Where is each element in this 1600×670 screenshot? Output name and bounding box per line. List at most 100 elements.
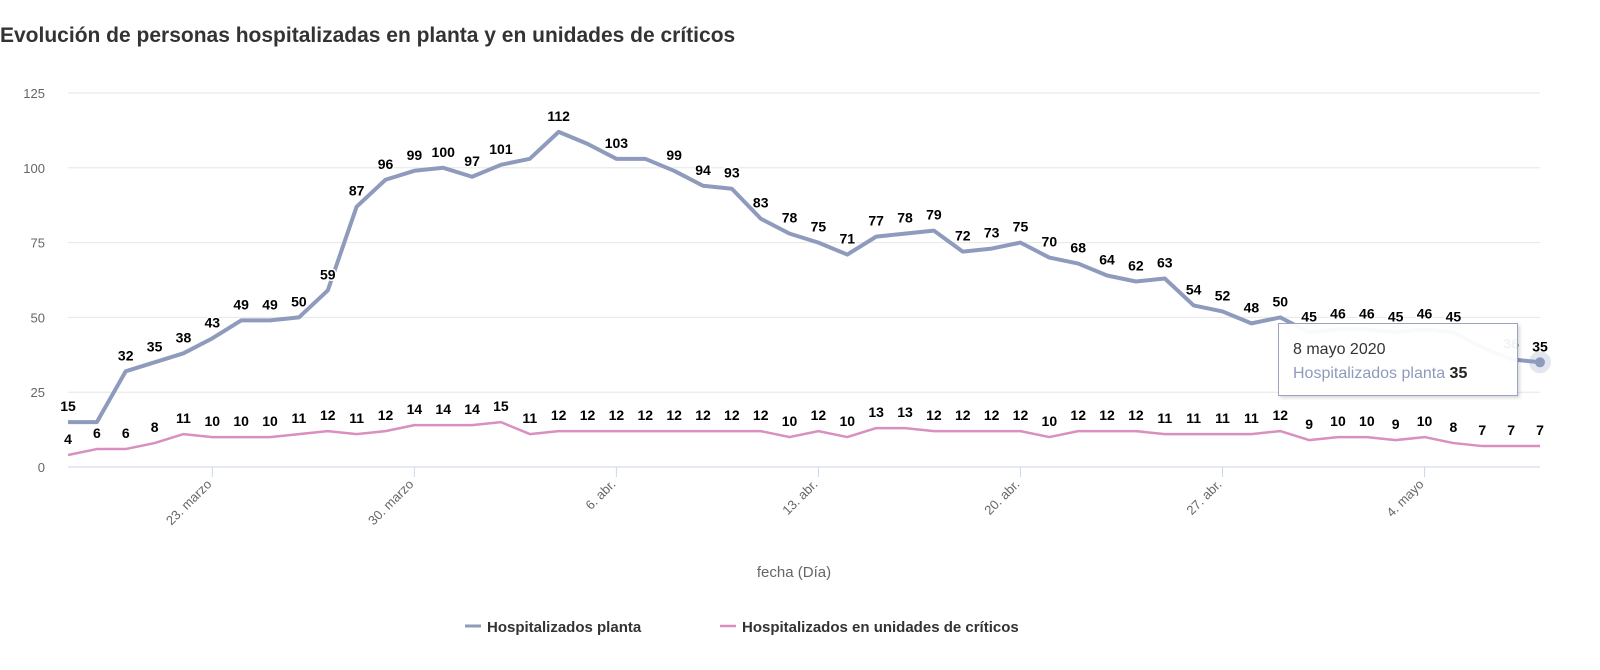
data-label: 12	[666, 407, 682, 423]
x-tick-label: 23. marzo	[163, 477, 214, 528]
y-tick-label: 0	[38, 460, 45, 475]
data-label: 12	[811, 407, 827, 423]
data-label: 14	[435, 401, 451, 417]
data-label: 12	[926, 407, 942, 423]
data-label: 11	[1215, 410, 1230, 426]
data-label: 59	[320, 266, 336, 282]
data-label: 6	[93, 425, 101, 441]
data-label: 99	[407, 147, 423, 163]
data-label: 12	[320, 407, 336, 423]
data-label: 10	[262, 413, 278, 429]
data-label: 12	[955, 407, 971, 423]
data-label: 50	[1272, 293, 1288, 309]
data-label: 75	[1013, 219, 1029, 235]
data-label: 6	[122, 425, 130, 441]
data-label: 9	[1392, 416, 1400, 432]
data-label: 46	[1417, 305, 1433, 321]
data-label: 35	[147, 338, 163, 354]
data-label: 87	[349, 183, 365, 199]
data-label: 96	[378, 156, 394, 172]
data-label: 12	[609, 407, 625, 423]
x-tick-label: 6. abr.	[582, 477, 618, 513]
data-label: 12	[1272, 407, 1288, 423]
data-label: 11	[291, 410, 306, 426]
data-label: 14	[464, 401, 480, 417]
series-line	[67, 420, 1540, 457]
data-label: 12	[1128, 407, 1144, 423]
data-label: 11	[349, 410, 364, 426]
data-label: 11	[522, 410, 537, 426]
data-label: 70	[1042, 234, 1058, 250]
data-label: 7	[1507, 422, 1515, 438]
data-label: 12	[753, 407, 769, 423]
data-label: 68	[1070, 240, 1086, 256]
data-label: 12	[378, 407, 394, 423]
data-label: 8	[1450, 419, 1458, 435]
x-tick-label: 20. abr.	[981, 477, 1022, 518]
data-label: 12	[724, 407, 740, 423]
y-tick-label: 50	[31, 310, 45, 325]
data-label: 62	[1128, 257, 1144, 273]
data-label: 100	[432, 144, 456, 160]
legend-label: Hospitalizados en unidades de críticos	[742, 619, 1019, 636]
data-label: 48	[1244, 299, 1260, 315]
tooltip-value: 35	[1449, 365, 1468, 382]
data-label: 32	[118, 347, 134, 363]
data-label: 9	[1305, 416, 1313, 432]
data-label: 8	[151, 419, 159, 435]
data-label: 52	[1215, 287, 1231, 303]
data-label: 11	[1186, 410, 1201, 426]
data-label: 103	[605, 135, 629, 151]
data-label: 43	[205, 314, 221, 330]
chart-title: Evolución de personas hospitalizadas en …	[0, 24, 735, 47]
data-label: 12	[580, 407, 596, 423]
y-tick-label: 25	[31, 385, 45, 400]
data-label: 10	[205, 413, 221, 429]
data-label: 93	[724, 165, 740, 181]
data-label: 11	[1244, 410, 1259, 426]
data-label: 50	[291, 293, 307, 309]
x-tick-label: 27. abr.	[1183, 477, 1224, 518]
x-tick-label: 4. mayo	[1383, 477, 1426, 520]
data-label: 45	[1446, 308, 1462, 324]
data-label: 7	[1478, 422, 1486, 438]
data-label: 46	[1330, 305, 1346, 321]
data-label: 10	[1330, 413, 1346, 429]
data-label: 12	[984, 407, 1000, 423]
data-label: 73	[984, 225, 1000, 241]
data-label: 112	[547, 108, 570, 124]
data-label: 38	[176, 329, 192, 345]
data-label: 99	[666, 147, 682, 163]
x-tick-label: 30. marzo	[365, 477, 416, 528]
hover-point	[1535, 357, 1545, 368]
data-label: 12	[1099, 407, 1115, 423]
data-label: 79	[926, 207, 942, 223]
data-label: 46	[1359, 305, 1375, 321]
data-label: 75	[811, 219, 827, 235]
data-label: 94	[695, 162, 711, 178]
data-label: 97	[464, 153, 480, 169]
y-tick-label: 75	[31, 236, 45, 251]
data-label: 45	[1301, 308, 1317, 324]
x-axis-title: fecha (Día)	[757, 564, 831, 581]
data-label: 83	[753, 195, 769, 211]
data-label: 12	[695, 407, 711, 423]
data-label: 11	[176, 410, 191, 426]
tooltip-date: 8 mayo 2020	[1293, 341, 1386, 358]
data-label: 101	[489, 141, 513, 157]
data-label: 4	[64, 431, 72, 447]
data-label: 11	[1157, 410, 1172, 426]
data-label: 15	[493, 398, 509, 414]
data-label: 45	[1388, 308, 1404, 324]
data-label: 77	[868, 213, 884, 229]
data-label: 10	[782, 413, 798, 429]
data-label: 49	[233, 296, 249, 312]
data-label: 14	[407, 401, 423, 417]
data-label: 63	[1157, 255, 1173, 271]
data-label: 35	[1532, 338, 1548, 354]
data-label: 10	[1359, 413, 1375, 429]
tooltip: 8 mayo 2020 Hospitalizados planta 35	[1278, 323, 1518, 396]
data-label: 64	[1099, 252, 1115, 268]
data-label: 12	[1070, 407, 1086, 423]
